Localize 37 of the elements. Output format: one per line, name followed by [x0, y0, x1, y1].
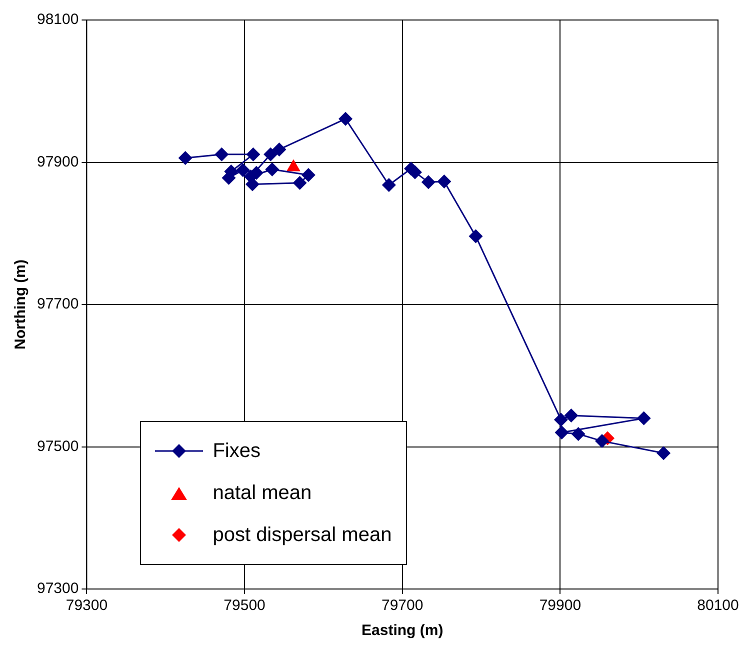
- legend-label: Fixes: [212, 440, 260, 462]
- y-tick-label: 97700: [36, 296, 79, 313]
- point: [656, 446, 671, 460]
- point: [468, 229, 483, 244]
- y-tick-label: 97500: [36, 438, 79, 455]
- point: [554, 412, 568, 427]
- point: [301, 168, 316, 182]
- point: [554, 426, 569, 440]
- point: [292, 176, 307, 190]
- x-tick-label: 79500: [224, 597, 266, 614]
- legend-label: natal mean: [212, 482, 312, 504]
- point: [246, 147, 260, 162]
- point: [178, 150, 192, 165]
- point: [564, 408, 578, 422]
- point: [408, 165, 422, 180]
- x-axis-title: Easting (m): [362, 622, 444, 640]
- point: [272, 142, 286, 156]
- point: [236, 163, 250, 178]
- point: [595, 434, 609, 448]
- point: [214, 147, 229, 162]
- point: [338, 112, 353, 126]
- x-tick-label: 79300: [66, 597, 108, 614]
- point: [437, 174, 452, 188]
- y-tick-label: 97900: [36, 153, 79, 170]
- point: [571, 426, 586, 441]
- x-tick-label: 80100: [697, 597, 739, 614]
- y-tick-label: 97300: [36, 580, 79, 598]
- point: [636, 411, 651, 426]
- point: [264, 147, 278, 162]
- y-axis-title: Northing (m): [12, 260, 30, 350]
- point: [382, 178, 396, 192]
- y-tick-label: 98100: [36, 11, 79, 28]
- x-tick-label: 79900: [539, 597, 582, 614]
- x-tick-label: 79700: [381, 597, 424, 614]
- point: [421, 175, 436, 190]
- legend-label: post dispersal mean: [212, 524, 392, 546]
- point: [265, 162, 280, 176]
